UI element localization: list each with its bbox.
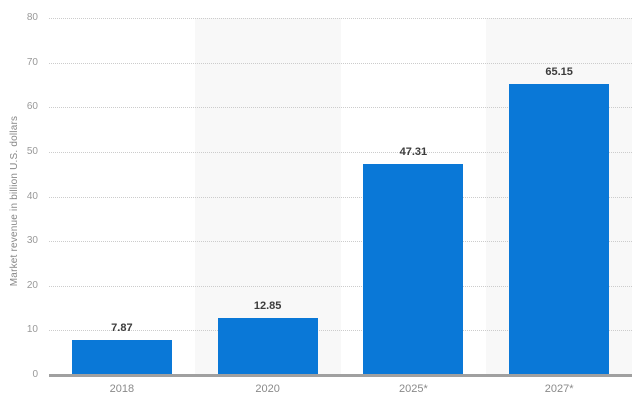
y-tick-label: 50: [26, 145, 38, 157]
bar-value-label: 7.87: [111, 321, 133, 334]
gridline: [49, 107, 632, 109]
x-tick-label: 2025*: [398, 383, 428, 395]
y-tick-label: 40: [26, 190, 38, 202]
bar[interactable]: [217, 317, 318, 375]
bar[interactable]: [509, 84, 610, 375]
bar-value-label: 12.85: [253, 299, 282, 312]
bar[interactable]: [71, 339, 172, 375]
gridline: [49, 330, 632, 332]
gridline: [49, 18, 632, 19]
x-tick-label: 2020: [255, 383, 280, 395]
x-tick-label: 2027*: [544, 383, 574, 395]
y-tick-label: 20: [26, 279, 38, 291]
gridline: [49, 196, 632, 198]
bar-value-label: 65.15: [545, 66, 573, 79]
bar[interactable]: [363, 163, 464, 375]
plot-area: 7.87 12.85 47.31 65.15: [49, 18, 632, 375]
gridline: [49, 62, 632, 64]
y-tick-label: 70: [26, 56, 38, 68]
y-tick-label: 80: [26, 12, 38, 23]
y-tick-label: 10: [26, 324, 38, 336]
gridline: [49, 151, 632, 153]
bar-value-label: 47.31: [399, 145, 428, 158]
y-tick-label: 0: [32, 369, 38, 380]
x-axis-line: [49, 374, 632, 377]
gridline: [49, 285, 632, 287]
gridline: [49, 241, 632, 243]
x-tick-label: 2018: [109, 383, 135, 395]
y-tick-label: 30: [26, 235, 38, 247]
y-tick-label: 60: [26, 101, 38, 113]
